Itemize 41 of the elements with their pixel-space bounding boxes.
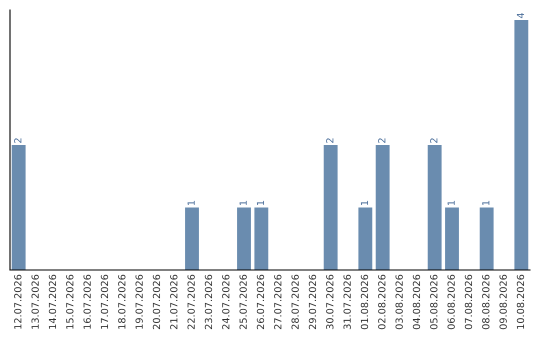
data-label: 2 bbox=[14, 138, 22, 143]
x-tick-label: 09.08.2026 bbox=[499, 274, 507, 330]
x-tick-label: 17.07.2026 bbox=[100, 274, 108, 329]
data-label: 1 bbox=[482, 200, 490, 206]
x-tick-label: 03.08.2026 bbox=[395, 274, 403, 330]
data-label: 2 bbox=[430, 138, 438, 143]
x-tick-label: 01.08.2026 bbox=[360, 274, 368, 330]
x-tick-label: 08.08.2026 bbox=[482, 274, 490, 330]
x-tick-label: 19.07.2026 bbox=[135, 274, 143, 329]
x-tick-label: 04.08.2026 bbox=[412, 274, 420, 330]
x-tick-label: 27.07.2026 bbox=[274, 274, 282, 330]
data-label: 4 bbox=[516, 12, 524, 18]
x-tick-label: 05.08.2026 bbox=[430, 274, 438, 330]
x-tick-label: 06.08.2026 bbox=[447, 274, 455, 330]
x-tick-label: 31.07.2026 bbox=[343, 274, 351, 330]
x-tick-label: 23.07.2026 bbox=[204, 274, 212, 330]
x-tick-label: 21.07.2026 bbox=[170, 274, 178, 330]
data-label: 2 bbox=[326, 138, 334, 143]
data-label: 1 bbox=[256, 200, 264, 206]
data-label: 2 bbox=[378, 138, 386, 143]
x-tick-label: 30.07.2026 bbox=[326, 274, 334, 330]
x-tick-label: 02.08.2026 bbox=[378, 274, 386, 330]
x-tick-label: 16.07.2026 bbox=[83, 274, 91, 329]
data-label: 1 bbox=[188, 200, 195, 206]
x-tick-label: 10.08.2026 bbox=[516, 274, 524, 329]
data-label: 1 bbox=[360, 200, 368, 206]
x-tick-label: 13.07.2026 bbox=[31, 274, 39, 329]
x-tick-label: 25.07.2026 bbox=[239, 274, 247, 330]
x-tick-label: 26.07.2026 bbox=[256, 274, 264, 330]
x-tick-label: 28.07.2026 bbox=[291, 274, 299, 330]
x-tick-label: 07.08.2026 bbox=[464, 274, 472, 330]
x-tick-label: 12.07.2026 bbox=[14, 274, 22, 329]
x-tick-label: 29.07.2026 bbox=[308, 274, 316, 330]
data-label: 1 bbox=[448, 200, 455, 206]
x-tick-label: 22.07.2026 bbox=[187, 274, 195, 330]
data-label: 1 bbox=[240, 200, 247, 206]
x-tick-label: 15.07.2026 bbox=[66, 274, 74, 329]
x-tick-label: 14.07.2026 bbox=[48, 274, 56, 329]
x-tick-label: 20.07.2026 bbox=[152, 274, 160, 330]
x-tick-label: 24.07.2026 bbox=[222, 274, 230, 330]
x-tick-label: 18.07.2026 bbox=[118, 274, 126, 329]
